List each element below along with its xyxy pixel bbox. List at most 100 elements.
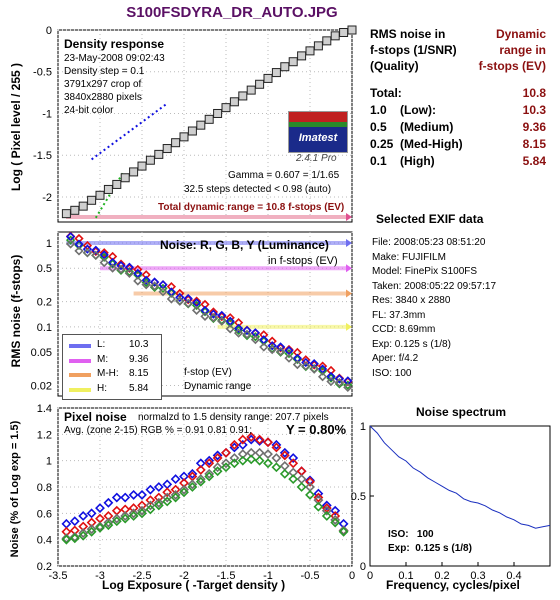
rms-note: f-stop (EV) Dynamic range — [184, 366, 251, 394]
noise-point — [326, 376, 336, 387]
legend-row: H: 5.84 — [67, 383, 159, 396]
pixel-noise-point — [95, 503, 105, 513]
y-tick-label: 1 — [46, 238, 52, 250]
density-step — [196, 120, 206, 130]
noise-point — [259, 342, 269, 352]
pixel-noise-point — [221, 458, 231, 469]
x-tick-label: 0.4 — [506, 570, 521, 582]
y-tick-label: 0.8 — [37, 482, 52, 494]
pixel-noise-point — [162, 487, 173, 498]
pixel-noise-point — [229, 458, 240, 469]
noise-point — [158, 287, 168, 297]
noise-point — [175, 296, 185, 306]
pixel-noise-point — [288, 453, 299, 463]
noise-point — [233, 328, 244, 338]
rms-subtitle: in f-stops (EV) — [268, 255, 338, 267]
pixel-noise-point — [338, 526, 349, 537]
fit-line — [94, 171, 125, 219]
legend-key: H: — [97, 382, 107, 394]
rms-note-line: f-stop (EV) — [184, 367, 232, 378]
pixel-noise-point — [137, 489, 147, 500]
exif-row: Taken: 2008:05:22 09:57:17 — [372, 280, 496, 295]
density-step — [229, 97, 239, 107]
version-label: 2.4.1 Pro — [296, 153, 337, 164]
pixel-noise-point — [296, 482, 307, 492]
pixel-noise-point — [330, 505, 341, 516]
noise-point — [334, 377, 345, 388]
summary-row-value: 10.8 — [522, 86, 546, 100]
pixel-noise-point — [237, 455, 248, 466]
pixel-noise-point — [128, 511, 139, 521]
density-step — [103, 184, 113, 194]
x-tick-label: -0.5 — [301, 570, 320, 582]
pixel-noise-point — [195, 474, 206, 485]
pixel-noise-point — [170, 474, 181, 485]
density-step — [162, 144, 172, 154]
summary-row-label: 0.25 — [370, 137, 394, 151]
pixel-noise-point — [271, 462, 282, 473]
y-tick-label: 0.6 — [37, 508, 52, 520]
spectrum-iso-label: ISO: — [388, 529, 409, 540]
density-step — [137, 161, 147, 171]
density-step — [347, 25, 357, 35]
pixel-noise-point — [313, 492, 324, 503]
rms-legend: L: 10.3 M: 9.36 M-H: 8.15 H: 5.84 — [62, 334, 162, 400]
noise-spectrum-chart: 0 0.5 1 0 0.1 0.2 0.3 0.4 — [351, 421, 551, 582]
noise-point — [242, 325, 252, 336]
noise-point — [149, 281, 160, 291]
exif-key: CCD: — [372, 324, 400, 335]
pixel-noise-point — [145, 504, 156, 515]
noise-point — [107, 263, 118, 273]
spectrum-iso-value: 100 — [416, 529, 434, 540]
summary-row-sub: (Low): — [400, 103, 436, 117]
density-step — [255, 79, 265, 89]
pixel-noise-point — [221, 447, 231, 458]
pixel-noise-point — [204, 455, 215, 466]
pixel-noise-point — [212, 462, 223, 473]
gamma-line — [91, 102, 168, 161]
density-step — [87, 195, 97, 205]
y-tick-label: 0.5 — [351, 491, 366, 503]
pixel-noise-point — [187, 479, 198, 490]
pixel-noise-point — [338, 525, 349, 536]
density-step — [171, 138, 181, 148]
pixel-noise-point — [111, 492, 122, 503]
legend-row: L: 10.3 — [67, 339, 159, 352]
y-tick-label: -2 — [42, 192, 52, 204]
pixel-noise-point — [254, 455, 265, 466]
pixel-noise-chart: 0.2 0.4 0.6 0.8 1 1.2 1.4 -3.5 -3 -2.5 -2 -1.5 -1 -0.… — [37, 403, 355, 582]
pixel-noise-point — [237, 439, 248, 450]
exif-value: FUJIFILM — [402, 251, 446, 263]
pixel-noise-point — [279, 450, 290, 461]
pixel-noise-point — [195, 464, 206, 475]
noise-point — [233, 323, 244, 333]
x-tick-label: 0 — [367, 570, 373, 582]
noise-point — [166, 294, 177, 304]
spectrum-exp-label: Exp: — [388, 543, 410, 554]
pixel-noise-point — [120, 492, 131, 503]
noise-point — [149, 277, 160, 287]
pixel-noise-point — [145, 484, 156, 495]
pixel-noise-title: Pixel noise — [64, 410, 127, 424]
exif-row: Make: FUJIFILM — [372, 251, 496, 266]
x-tick-label: -1 — [263, 570, 273, 582]
density-step — [313, 41, 323, 51]
pixel-noise-point — [153, 500, 164, 511]
exif-value: 2008:05:23 08:51:20 — [393, 237, 486, 248]
pixel-noise-point — [128, 508, 139, 519]
summary-row-sub: (Medium) — [400, 120, 454, 134]
legend-row: M: 9.36 — [67, 354, 159, 367]
exif-key: Aper: — [372, 353, 399, 364]
summary-row-sub: (Med-High) — [400, 137, 463, 151]
exif-value: 37.3mm — [389, 309, 426, 321]
noise-point — [116, 264, 126, 274]
y-tick-label: 0 — [46, 25, 52, 37]
summary-row-label: Total: — [370, 86, 402, 100]
noise-point — [334, 374, 345, 384]
pixel-noise-point — [69, 532, 80, 542]
dr-arrow-icon — [346, 289, 352, 298]
pixel-noise-point — [271, 439, 282, 450]
rms-note-line: Dynamic range — [184, 381, 252, 392]
noise-point — [133, 264, 143, 275]
y-tick-label: 1.4 — [37, 403, 52, 415]
